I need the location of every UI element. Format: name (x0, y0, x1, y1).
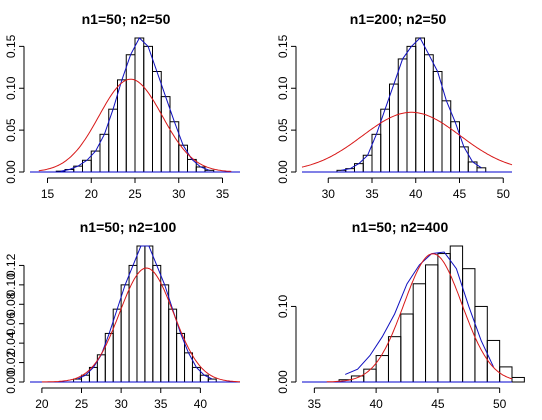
histogram-bar (134, 37, 145, 173)
histogram-bar (474, 305, 488, 383)
x-tick-label: 25 (128, 187, 142, 201)
histogram-bar (486, 339, 501, 383)
histogram-bar (152, 71, 162, 173)
histogram-bar (462, 268, 476, 383)
empirical-density-curve (341, 37, 482, 171)
x-tick-label: 45 (431, 397, 445, 411)
x-tick-label: 40 (369, 397, 383, 411)
panel-top-right: n1=200; n2=50 30 35 40 45 50 0.00 0.05 0.10 0.15 (276, 11, 513, 201)
y-tick-label: 0.15 (4, 34, 18, 58)
x-tick-label: 35 (308, 397, 322, 411)
histogram-bar (511, 376, 525, 383)
normal-density-curve (38, 78, 232, 172)
x-tick-label: 15 (41, 187, 55, 201)
histogram-bar (415, 37, 425, 173)
histogram-bar (387, 336, 402, 383)
y-tick-label: 0.15 (276, 34, 290, 58)
histogram-bar (375, 355, 389, 383)
x-tick-label: 25 (75, 397, 89, 411)
x-tick-label: 35 (216, 187, 230, 201)
y-tick-label: 0.12 (4, 253, 18, 277)
y-tick-label: 0.04 (4, 331, 18, 355)
histogram-bar (449, 245, 464, 383)
histogram-bar (144, 245, 154, 383)
panel-title: n1=50; n2=400 (352, 219, 449, 235)
x-tick-label: 40 (194, 397, 208, 411)
histogram-bar (363, 368, 377, 383)
histogram-bar (371, 133, 382, 173)
histogram-bar (117, 79, 127, 173)
y-tick-label: 0.06 (4, 312, 18, 336)
y-tick-label: 0.00 (276, 370, 290, 394)
empirical-density-curve (345, 251, 494, 375)
y-tick-label: 0.10 (4, 76, 18, 100)
panel-bottom-right: n1=50; n2=400 35 40 45 50 0.00 0.10 (276, 219, 525, 411)
x-tick-label: 30 (172, 187, 186, 201)
histogram-bar (424, 54, 434, 173)
normal-density-curve (326, 253, 513, 383)
histogram-bar (412, 283, 427, 383)
histogram-bar (397, 58, 408, 173)
y-tick-label: 0.10 (276, 294, 290, 318)
y-tick-label: 0.08 (4, 292, 18, 316)
histogram-bar (437, 253, 451, 383)
x-tick-label: 30 (322, 187, 336, 201)
histogram-bar (406, 45, 417, 173)
normal-density-curve (301, 111, 513, 168)
histogram-bar (441, 100, 452, 173)
panel-bottom-left: n1=50; n2=100 20 25 30 35 40 0.000.020.040.06… (4, 219, 240, 411)
panel-title: n1=200; n2=50 (350, 11, 447, 27)
panel-title: n1=50; n2=100 (80, 219, 177, 235)
x-tick-label: 40 (409, 187, 423, 201)
panel-top-left: n1=50; n2=50 15 20 25 30 35 0.00 0.05 0.10 0.15 (4, 11, 240, 201)
histogram-bar (125, 54, 136, 173)
x-tick-label: 50 (497, 187, 511, 201)
y-tick-label: 0.05 (276, 118, 290, 142)
histogram-bar (459, 146, 469, 173)
x-tick-label: 30 (114, 397, 128, 411)
y-tick-label: 0.10 (4, 273, 18, 297)
x-tick-label: 20 (85, 187, 99, 201)
histogram-bar (160, 284, 170, 383)
histogram-bar (160, 96, 171, 173)
y-tick-label: 0.10 (276, 76, 290, 100)
histogram-bar (152, 264, 162, 383)
y-tick-label: 0.02 (4, 351, 18, 375)
x-tick-label: 35 (365, 187, 379, 201)
x-tick-label: 20 (35, 397, 49, 411)
histogram-bar (143, 45, 153, 173)
y-tick-label: 0.00 (4, 160, 18, 184)
y-tick-label: 0.05 (4, 118, 18, 142)
histogram-bar (128, 264, 138, 383)
histogram-bar (187, 158, 197, 173)
y-tick-label: 0.00 (4, 370, 18, 394)
x-tick-label: 35 (154, 397, 168, 411)
y-tick-label: 0.00 (276, 160, 290, 184)
x-tick-label: 45 (453, 187, 467, 201)
histogram-bar (168, 308, 178, 383)
x-tick-label: 50 (493, 397, 507, 411)
histogram-bar (389, 83, 399, 173)
empirical-density-curve (60, 37, 210, 172)
histogram-bar (425, 264, 439, 383)
histogram-bar (400, 313, 414, 383)
panel-title: n1=50; n2=50 (82, 11, 171, 27)
histogram-bar (476, 167, 487, 173)
histogram-bar (136, 245, 146, 383)
normal-density-curve (41, 267, 240, 383)
